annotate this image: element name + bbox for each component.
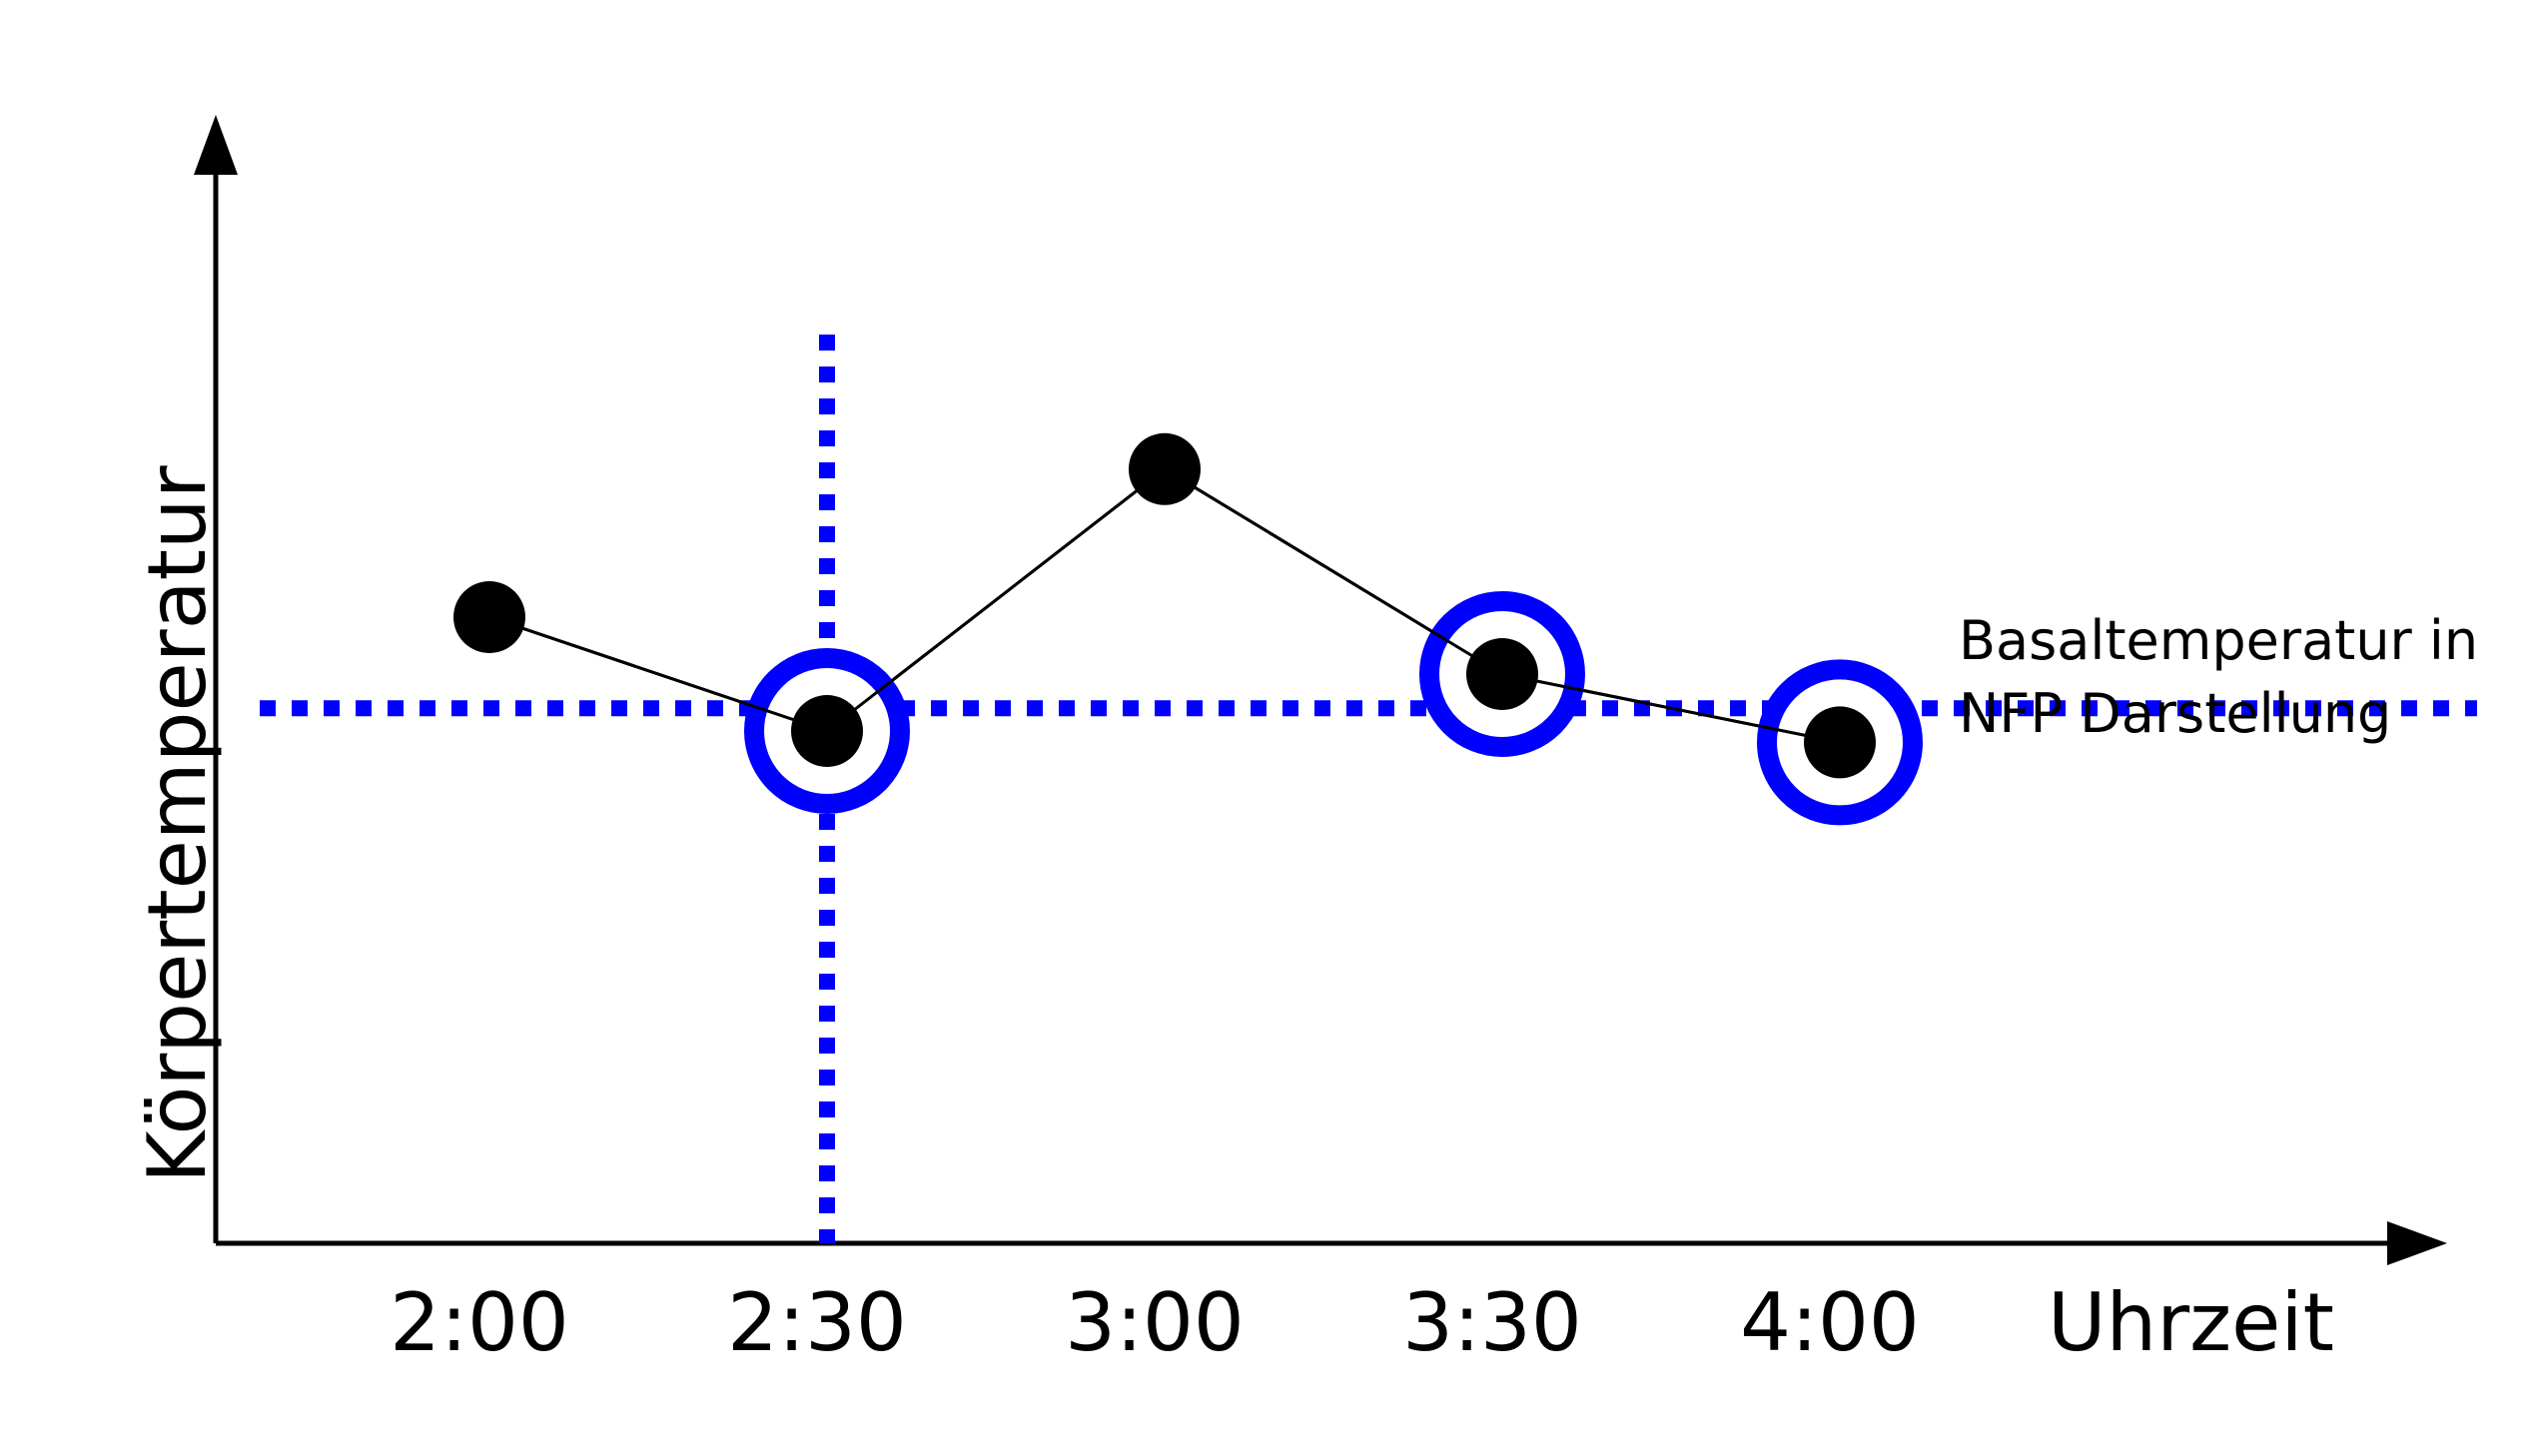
x-axis-arrow-icon	[2387, 1221, 2447, 1265]
x-tick-label: 3:30	[1402, 1276, 1582, 1369]
y-axis-title: Körpertemperatur	[131, 465, 224, 1183]
annotation-line-2: NFP Darstellung	[1959, 682, 2391, 745]
x-axis-title: Uhrzeit	[2048, 1276, 2334, 1369]
x-tick-label: 2:30	[727, 1276, 907, 1369]
data-point	[1804, 706, 1876, 779]
series	[453, 432, 1923, 826]
data-point	[1466, 638, 1538, 710]
axes	[194, 115, 2447, 1265]
x-tick-label: 3:00	[1065, 1276, 1245, 1369]
data-point	[791, 695, 863, 767]
annotation-line-1: Basaltemperatur in	[1959, 609, 2478, 672]
y-axis-arrow-icon	[194, 115, 238, 175]
x-tick-label: 4:00	[1740, 1276, 1920, 1369]
data-point	[453, 581, 525, 653]
reference-lines	[260, 335, 2477, 1243]
x-tick-label: 2:00	[390, 1276, 569, 1369]
labels: Basaltemperatur in NFP Darstellung Uhrze…	[131, 465, 2478, 1369]
data-point	[1129, 432, 1201, 505]
